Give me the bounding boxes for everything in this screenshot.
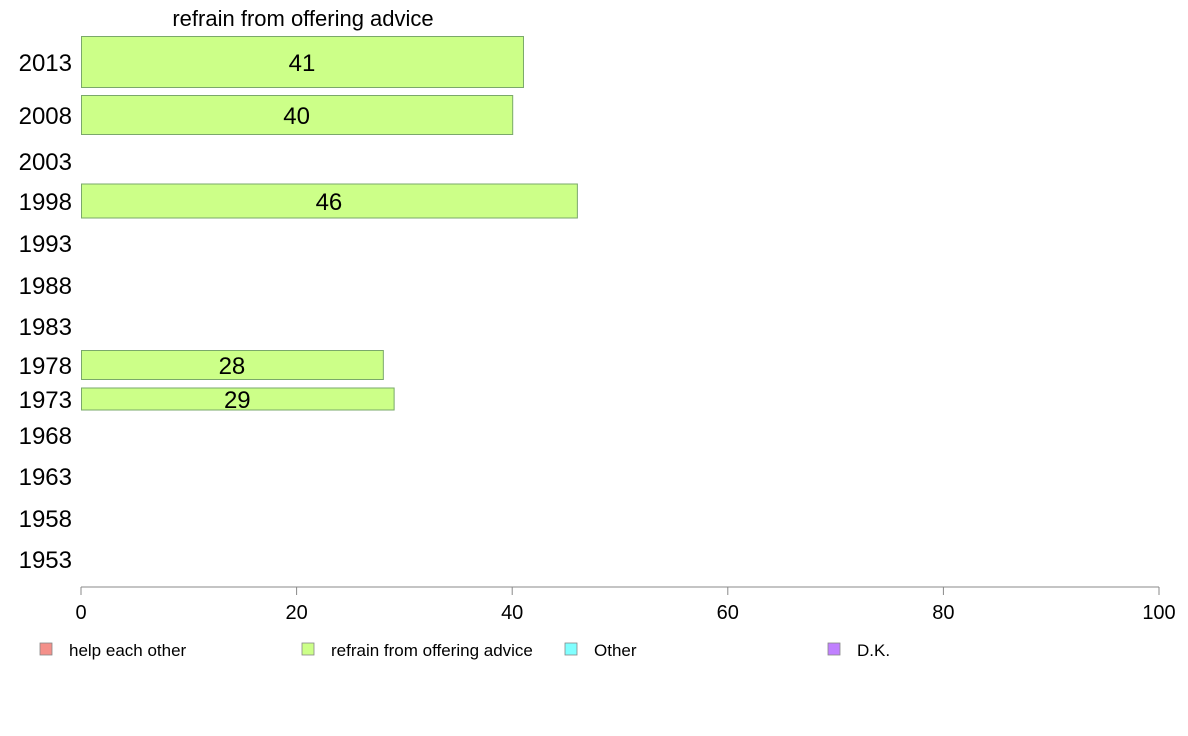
y-tick-label-1973: 1973: [19, 387, 72, 414]
x-tick-label-40: 40: [501, 602, 523, 624]
bar-label-1978: 28: [219, 353, 246, 380]
x-tick-label-20: 20: [285, 602, 307, 624]
bar-2008: [81, 95, 514, 135]
y-tick-label-1963: 1963: [19, 464, 72, 491]
y-tick-label-1953: 1953: [19, 547, 72, 574]
y-tick-label-1958: 1958: [19, 506, 72, 533]
y-tick-label-1993: 1993: [19, 231, 72, 258]
bar-label-2008: 40: [283, 103, 310, 130]
y-tick-label-1968: 1968: [19, 423, 72, 450]
legend: help each other refrain from offering adv…: [39, 641, 890, 660]
bar-2013: [81, 36, 524, 88]
legend-label-1: refrain from offering advice: [331, 641, 533, 660]
y-tick-label-2003: 2003: [19, 149, 72, 176]
y-tick-label-2013: 2013: [19, 50, 72, 77]
bar-label-1973: 29: [224, 387, 251, 414]
x-axis: 0 20 40 60 80 100: [75, 586, 1176, 624]
bars-layer: 41 40 46 28 29: [81, 36, 578, 414]
x-tick-label-0: 0: [75, 602, 86, 624]
legend-label-0: help each other: [69, 641, 187, 660]
x-tick-label-100: 100: [1142, 602, 1175, 624]
y-tick-label-1978: 1978: [19, 353, 72, 380]
bar-label-2013: 41: [289, 50, 316, 77]
bar-1998: [81, 183, 578, 219]
y-tick-label-2008: 2008: [19, 103, 72, 130]
legend-swatch-3: [827, 642, 841, 656]
y-axis-labels: 2013 2008 2003 1998 1993 1988 1983 1978 1973 1968…: [19, 50, 72, 574]
bar-1978: [81, 350, 384, 380]
bar-label-1998: 46: [316, 189, 343, 216]
y-tick-label-1988: 1988: [19, 273, 72, 300]
y-tick-label-1983: 1983: [19, 314, 72, 341]
legend-swatch-2: [564, 642, 578, 656]
legend-swatch-0: [39, 642, 53, 656]
y-tick-label-1998: 1998: [19, 189, 72, 216]
chart-title: refrain from offering advice: [172, 6, 433, 31]
legend-swatch-1: [301, 642, 315, 656]
x-tick-label-80: 80: [932, 602, 954, 624]
x-tick-label-60: 60: [717, 602, 739, 624]
legend-label-2: Other: [594, 641, 637, 660]
legend-label-3: D.K.: [857, 641, 890, 660]
bar-1973: [81, 387, 395, 411]
